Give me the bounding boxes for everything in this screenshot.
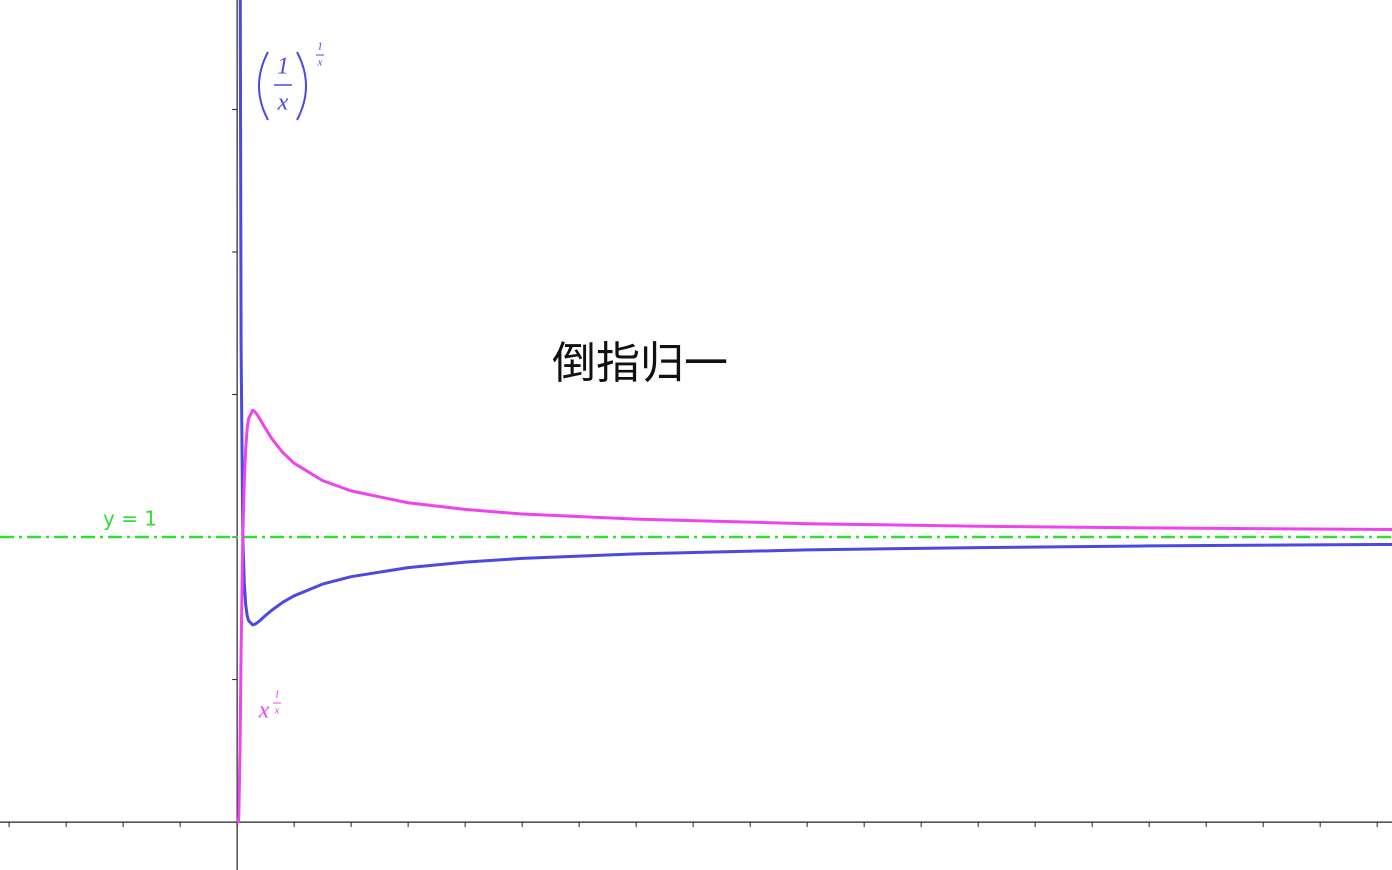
reference-label: y = 1: [103, 507, 157, 531]
chart-title: 倒指归一: [552, 338, 728, 389]
series-label-part: x: [317, 57, 323, 69]
series-label-part: 1: [274, 689, 280, 701]
series-line: [236, 408, 1392, 824]
series-line: [238, 0, 1392, 627]
series-label-part: 1: [277, 54, 289, 80]
series-label-part: x: [258, 698, 270, 724]
series-label-part: x: [274, 705, 280, 717]
paren-left: [258, 51, 269, 121]
series-label-part: 1: [317, 41, 323, 53]
plot-area: [236, 0, 1392, 824]
series-label-part: x: [277, 90, 289, 116]
paren-right: [296, 51, 307, 121]
